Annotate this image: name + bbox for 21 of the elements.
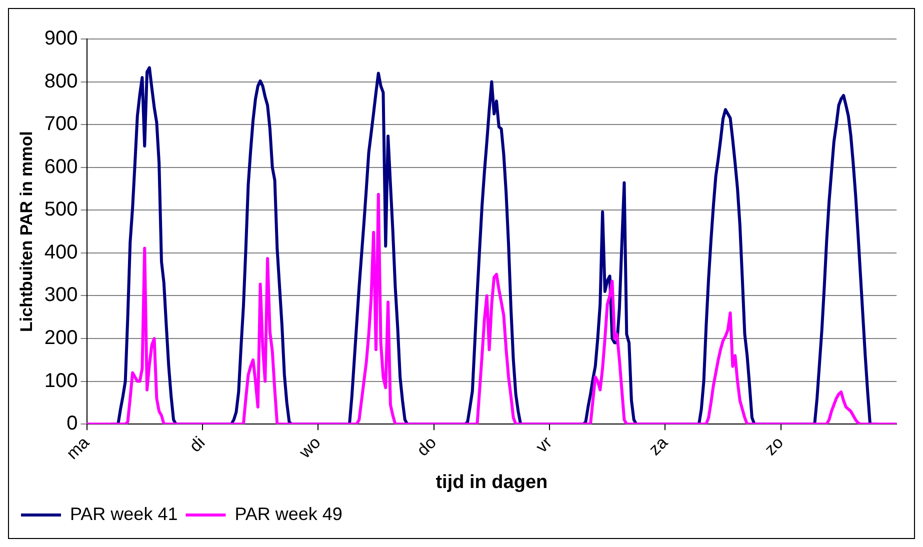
y-tick-label: 500 (44, 198, 78, 221)
x-tick-label: za (645, 432, 672, 460)
legend-label: PAR week 41 (70, 504, 178, 524)
x-tick-label: zo (760, 432, 788, 460)
legend-label: PAR week 49 (234, 504, 342, 524)
y-axis-title: Lichtbuiten PAR in mmol (16, 131, 36, 332)
y-tick-label: 100 (44, 370, 78, 392)
y-tick-label: 0 (66, 412, 78, 435)
x-tick-label: wo (294, 432, 324, 463)
y-tick-label: 200 (44, 327, 78, 350)
x-tick-label: vr (532, 432, 556, 456)
y-tick-label: 600 (44, 156, 78, 178)
x-tick-label: ma (62, 432, 94, 464)
x-axis-title: tijd in dagen (436, 472, 548, 493)
y-tick-label: 300 (44, 284, 78, 306)
y-tick-label: 900 (44, 28, 78, 50)
y-tick-label: 400 (44, 241, 78, 264)
y-tick-label: 700 (44, 113, 78, 136)
x-tick-label: do (413, 432, 440, 460)
y-tick-label: 800 (44, 70, 78, 92)
x-tick-label: di (186, 432, 209, 456)
